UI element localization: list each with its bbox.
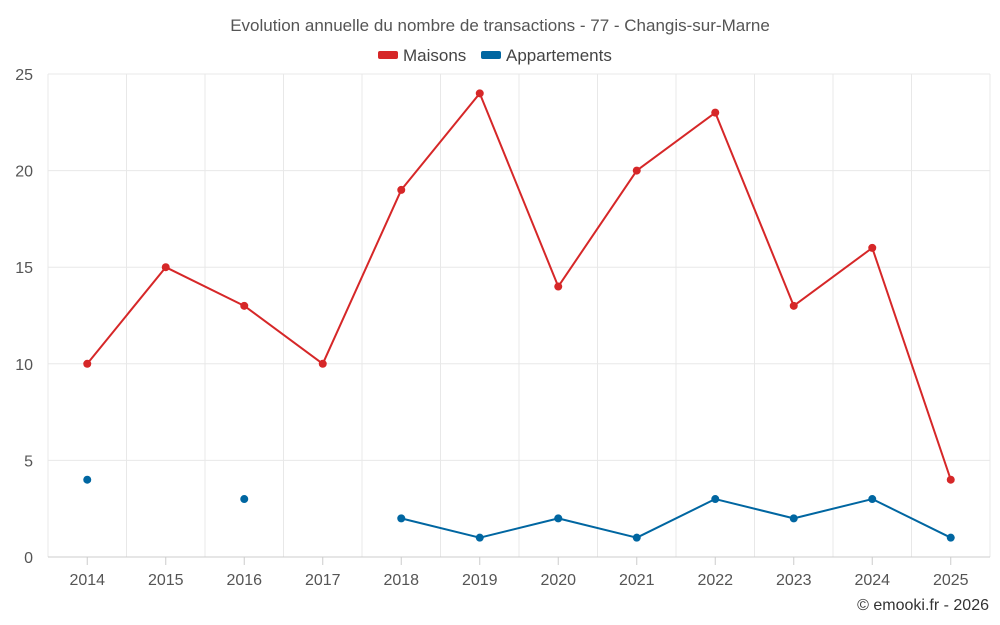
data-point-maisons-2019[interactable]	[475, 89, 484, 98]
y-tick-label: 0	[24, 550, 33, 567]
x-tick-label: 2022	[697, 572, 733, 589]
legend-swatch-appartements[interactable]	[481, 51, 501, 59]
x-tick-label: 2014	[69, 572, 105, 589]
credit: © emooki.fr - 2026	[857, 597, 989, 614]
y-tick-label: 15	[15, 260, 33, 277]
data-point-maisons-2022[interactable]	[711, 108, 720, 117]
legend-swatch-maisons[interactable]	[378, 51, 398, 59]
data-point-maisons-2025[interactable]	[946, 475, 955, 484]
data-point-appartements-2014[interactable]	[83, 475, 92, 484]
x-tick-label: 2019	[462, 572, 498, 589]
x-tick-label: 2021	[619, 572, 655, 589]
data-point-maisons-2024[interactable]	[868, 243, 877, 252]
data-point-appartements-2024[interactable]	[868, 495, 877, 504]
y-tick-label: 25	[15, 67, 33, 84]
series-layer	[83, 89, 955, 542]
legend: Maisons Appartements	[378, 46, 612, 65]
data-point-appartements-2016[interactable]	[240, 495, 249, 504]
x-tick-label: 2015	[148, 572, 184, 589]
y-tick-label: 5	[24, 453, 33, 470]
series-maisons	[83, 89, 955, 484]
x-tick-label: 2025	[933, 572, 969, 589]
data-point-appartements-2022[interactable]	[711, 495, 720, 504]
data-point-maisons-2015[interactable]	[161, 263, 170, 272]
data-point-maisons-2018[interactable]	[397, 185, 406, 194]
x-tick-label: 2020	[540, 572, 576, 589]
x-tick-label: 2024	[854, 572, 890, 589]
data-point-appartements-2019[interactable]	[475, 533, 484, 542]
data-point-maisons-2016[interactable]	[240, 301, 249, 310]
y-tick-label: 20	[15, 164, 33, 181]
data-point-appartements-2023[interactable]	[789, 514, 798, 523]
data-point-maisons-2021[interactable]	[632, 166, 641, 175]
legend-label-maisons[interactable]: Maisons	[403, 46, 466, 65]
data-point-appartements-2020[interactable]	[554, 514, 563, 523]
x-tick-label: 2018	[383, 572, 419, 589]
data-point-appartements-2025[interactable]	[946, 533, 955, 542]
data-point-maisons-2020[interactable]	[554, 282, 563, 291]
series-appartements	[83, 475, 955, 542]
data-point-maisons-2023[interactable]	[789, 301, 798, 310]
chart-title: Evolution annuelle du nombre de transact…	[230, 16, 770, 35]
series-line-maisons	[86, 92, 952, 481]
legend-label-appartements[interactable]: Appartements	[506, 46, 612, 65]
series-line-appartements	[401, 498, 952, 539]
data-point-maisons-2017[interactable]	[318, 359, 327, 368]
y-axis: 0 5 10 15 20 25	[15, 67, 33, 567]
data-point-maisons-2014[interactable]	[83, 359, 92, 368]
data-point-appartements-2021[interactable]	[632, 533, 641, 542]
x-tick-label: 2017	[305, 572, 341, 589]
y-tick-label: 10	[15, 357, 33, 374]
x-axis: 2014 2015 2016 2017 2018 2019 2020 2021 2022 2023…	[48, 556, 990, 589]
data-point-appartements-2018[interactable]	[397, 514, 406, 523]
x-tick-label: 2016	[226, 572, 262, 589]
grid	[47, 73, 991, 558]
x-tick-label: 2023	[776, 572, 812, 589]
